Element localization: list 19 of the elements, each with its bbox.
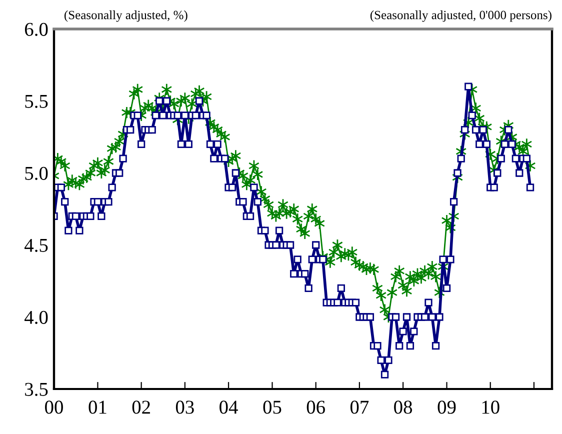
x-tick-label: 00 [45,400,63,414]
y-tick-label: 3.5 [25,382,48,396]
y-axis-title: (Seasonally adjusted, %) [64,10,188,22]
y-tick-label: 5.5 [25,95,48,108]
x-tick-label: 05 [263,400,282,414]
y2-axis-title: (Seasonally adjusted, 0'000 persons) [370,10,552,22]
x-tick-label: 01 [88,400,106,414]
x-tick-label: 08 [394,400,412,414]
x-tick-label: 09 [438,400,456,414]
x-tick-label: 04 [220,400,238,414]
x-tick-label: 03 [176,400,194,414]
y-tick-label: 4.5 [24,238,48,252]
x-tick-label: 07 [350,400,369,414]
x-tick-label: 06 [306,400,325,414]
y-tick-label: 4.0 [24,310,48,324]
x-tick-label: 02 [132,400,150,414]
y-tick-label: 5.0 [25,166,48,180]
y-tick-label: 6.0 [24,22,48,36]
x-tick-label: 10 [482,400,500,414]
